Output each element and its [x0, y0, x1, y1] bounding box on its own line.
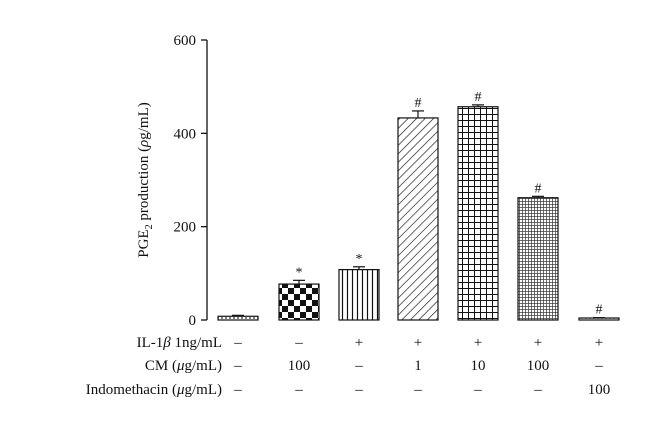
y-tick-label: 200 [174, 220, 197, 236]
condition-value: 10 [471, 358, 486, 374]
y-axis-label-part: g/mL) [136, 102, 152, 140]
y-axis-label: PGE2 production (ρg/mL) [136, 102, 155, 258]
condition-value: – [233, 382, 242, 398]
condition-label-part: IL-1 [137, 335, 164, 351]
condition-value: + [355, 335, 363, 351]
condition-value: 100 [527, 358, 550, 374]
condition-value: – [294, 335, 303, 351]
significance-mark: # [475, 90, 482, 105]
y-axis-label-subscript: 2 [144, 224, 155, 229]
condition-label-part: Indomethacin ( [86, 382, 177, 398]
bar [457, 106, 499, 321]
significance-mark: # [535, 181, 542, 196]
condition-label-il1b: IL-1β 1ng/mL [137, 335, 222, 351]
significance-mark: * [296, 265, 303, 280]
y-axis-label-part: production ( [136, 147, 152, 224]
condition-value: – [233, 335, 242, 351]
bar [338, 269, 380, 321]
condition-label-part: g/mL) [185, 358, 223, 374]
condition-value: + [595, 335, 603, 351]
condition-value: – [473, 382, 482, 398]
condition-label-part: 1ng/mL [171, 335, 222, 351]
bar [517, 197, 559, 321]
condition-value: – [594, 358, 603, 374]
bars: * * # # # # [217, 90, 620, 321]
condition-value: – [294, 382, 303, 398]
bar [578, 317, 620, 321]
significance-mark: # [415, 96, 422, 111]
condition-label-cm: CM (μg/mL) [145, 358, 222, 374]
condition-labels: IL-1β 1ng/mL CM (μg/mL) Indomethacin (μg… [86, 335, 222, 398]
condition-value: 100 [588, 382, 611, 398]
condition-value: – [354, 382, 363, 398]
condition-value: + [534, 335, 542, 351]
y-axis-label-rho: ρ [136, 140, 152, 148]
condition-label-mu: μ [176, 358, 185, 374]
condition-value: + [414, 335, 422, 351]
condition-label-mu: μ [176, 382, 185, 398]
bar [217, 315, 259, 321]
y-ticks: 0 200 400 600 [174, 33, 207, 329]
significance-mark: * [356, 252, 363, 267]
condition-value: + [474, 335, 482, 351]
y-tick-label: 400 [174, 126, 197, 142]
condition-label-indomethacin: Indomethacin (μg/mL) [86, 382, 222, 398]
condition-label-beta: β [162, 335, 171, 351]
y-tick-label: 0 [189, 313, 197, 329]
condition-value: 1 [414, 358, 422, 374]
bar [278, 283, 320, 321]
condition-value: – [413, 382, 422, 398]
bar [397, 117, 439, 321]
condition-value: – [354, 358, 363, 374]
condition-value: – [233, 358, 242, 374]
condition-label-part: g/mL) [185, 382, 223, 398]
condition-label-part: CM ( [145, 358, 177, 374]
condition-value: 100 [288, 358, 311, 374]
y-axis: 0 200 400 600 [174, 33, 208, 329]
y-axis-label-part: PGE [136, 229, 152, 257]
condition-value: – [533, 382, 542, 398]
y-tick-label: 600 [174, 33, 197, 49]
significance-mark: # [596, 303, 603, 318]
condition-values: – – + + + + + – 100 – 1 10 100 – – – – – – – 100 [233, 335, 610, 398]
